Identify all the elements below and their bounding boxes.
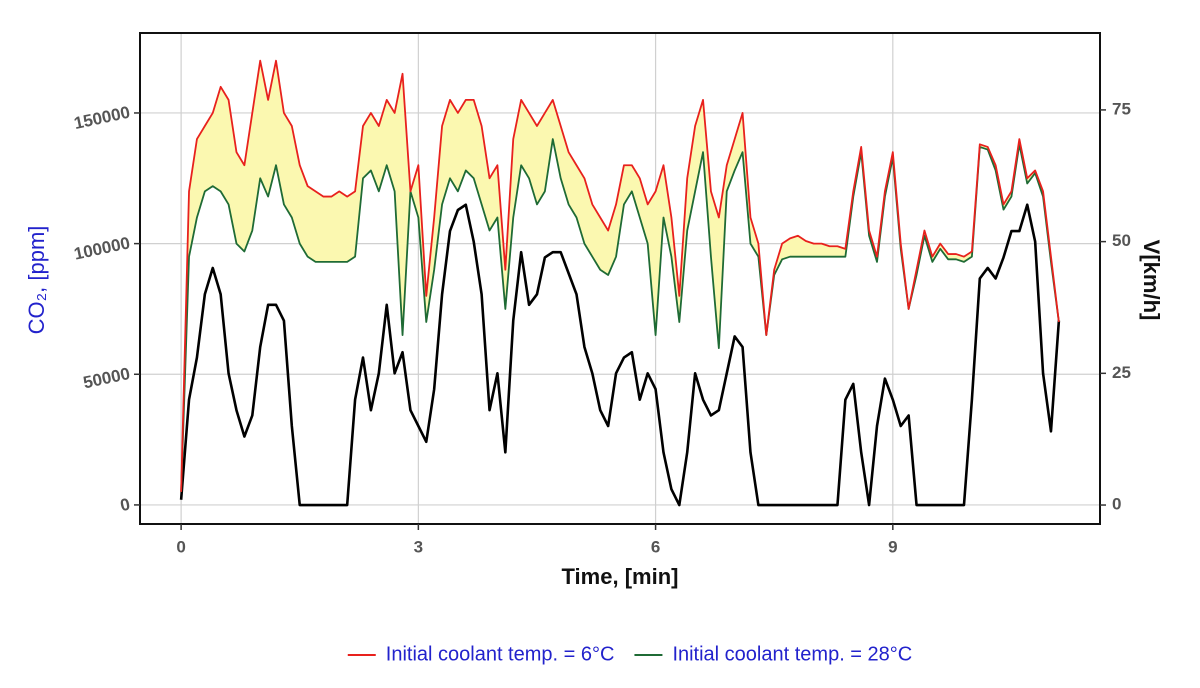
series-line: [179, 203, 1061, 507]
legend-label: Initial coolant temp. = 6°C: [386, 643, 615, 665]
y2-tick-label: 50: [1112, 231, 1131, 250]
x-tick-label: 9: [888, 537, 897, 556]
y2-tick-label: 25: [1112, 363, 1131, 382]
plot-frame: [139, 32, 1101, 525]
y2-tick-label: 0: [1112, 495, 1121, 514]
y-tick-label: 0: [119, 495, 132, 516]
y2-axis-label: V[km/h]: [1139, 240, 1164, 321]
fill-between: [181, 60, 1059, 492]
x-tick-label: 6: [651, 537, 660, 556]
series-line: [180, 59, 1060, 492]
x-axis-label: Time, [min]: [562, 564, 679, 589]
legend-label: Initial coolant temp. = 28°C: [672, 643, 912, 665]
y2-tick-label: 75: [1112, 99, 1131, 118]
plot-area: [140, 33, 1100, 524]
x-tick-label: 3: [414, 537, 423, 556]
x-tick-label: 0: [176, 537, 185, 556]
legend: Initial coolant temp. = 6°C Initial coola…: [347, 643, 912, 665]
y-axis-label: CO₂, [ppm]: [24, 226, 49, 335]
